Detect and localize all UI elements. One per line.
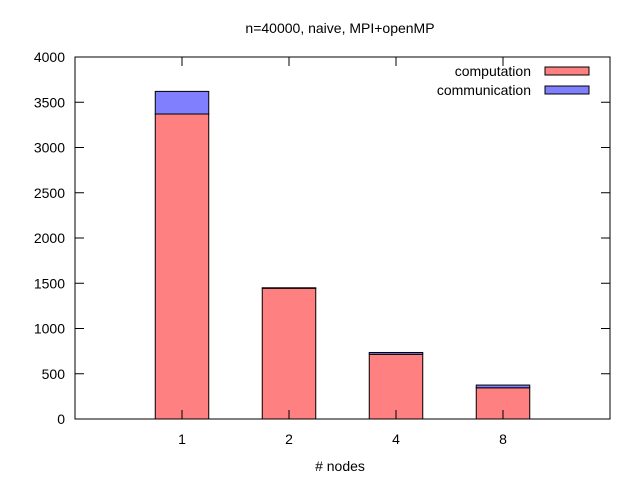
bar-communication-4 [368, 351, 424, 355]
y-tick-label: 4000 [34, 49, 65, 65]
y-tick-label: 0 [57, 411, 65, 427]
y-tick-label: 1000 [34, 321, 65, 337]
legend-swatch-computation [544, 66, 590, 76]
bar-communication-1 [154, 90, 210, 115]
x-tick-label: 1 [178, 431, 186, 447]
legend-label-communication: communication [437, 82, 531, 98]
bar-computation-2 [261, 287, 317, 420]
x-axis-label: # nodes [315, 458, 365, 474]
legend: computation communication [437, 63, 590, 98]
x-axis: 1 2 4 8 [178, 57, 507, 447]
x-tick-label: 2 [285, 431, 293, 447]
bar-communication-8 [475, 384, 531, 389]
chart-title: n=40000, naive, MPI+openMP [245, 20, 434, 36]
y-tick-label: 3500 [34, 94, 65, 110]
y-tick-label: 500 [42, 366, 66, 382]
legend-swatch-communication [544, 85, 590, 95]
y-tick-label: 3000 [34, 140, 65, 156]
y-tick-label: 2500 [34, 185, 65, 201]
legend-label-computation: computation [455, 63, 531, 79]
y-axis: 0 500 1000 1500 2000 2500 3000 3500 4000 [34, 49, 610, 427]
x-tick-label: 8 [499, 431, 507, 447]
x-tick-label: 4 [392, 431, 400, 447]
bar-communication-2 [261, 287, 317, 289]
y-tick-label: 2000 [34, 230, 65, 246]
bar-computation-1 [154, 113, 210, 420]
bar-computation-4 [368, 353, 424, 420]
y-tick-label: 1500 [34, 275, 65, 291]
bars-group [154, 90, 531, 420]
